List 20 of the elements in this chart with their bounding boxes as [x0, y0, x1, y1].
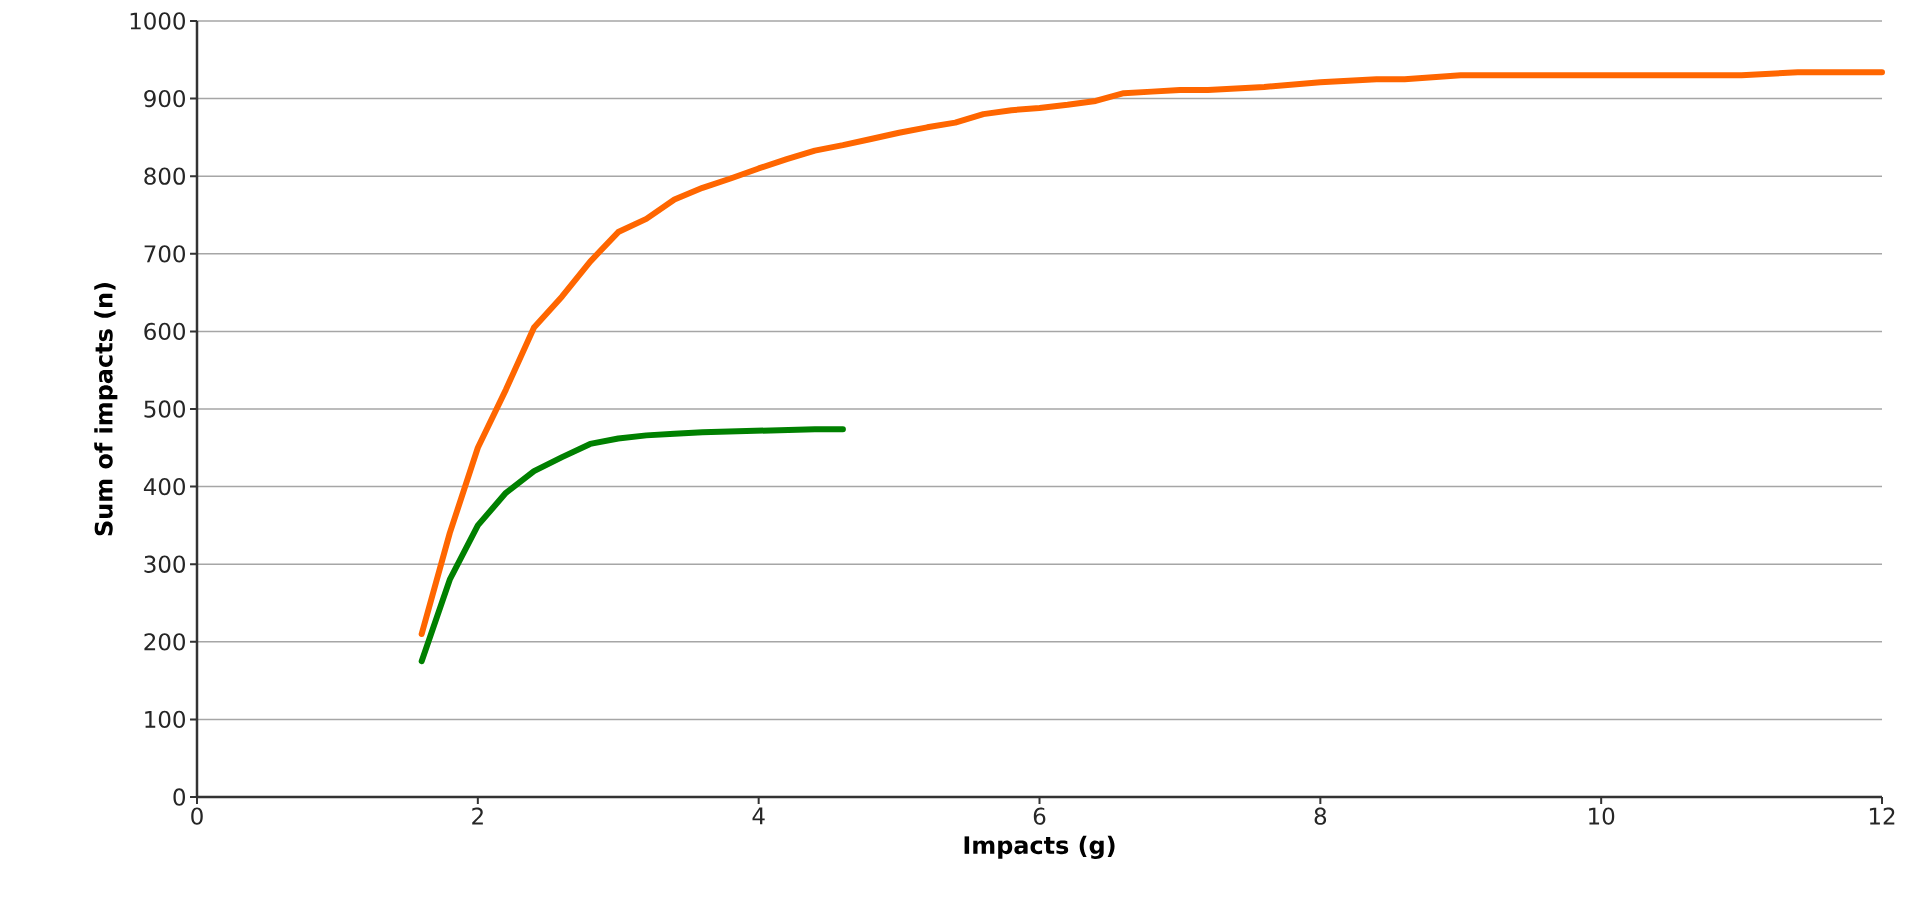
- x-tick-label: 2: [472, 807, 483, 825]
- x-tick-label: 4: [752, 807, 765, 825]
- y-tick-label: 700: [144, 245, 185, 263]
- y-tick-label: 900: [144, 89, 185, 108]
- y-tick-label: 400: [143, 477, 185, 496]
- y-tick-label: 500: [144, 400, 185, 418]
- y-tick-label: 600: [144, 322, 185, 341]
- y-axis-title: Sum of impacts (n): [94, 283, 118, 536]
- y-tick-label: 1000: [130, 12, 185, 30]
- x-tick-label: 10: [1589, 807, 1615, 825]
- x-tick-label: 8: [1314, 807, 1327, 825]
- y-tick-label: 300: [144, 555, 185, 573]
- x-axis-title: Impacts (g): [964, 835, 1115, 859]
- x-tick-label: 6: [1033, 807, 1046, 825]
- x-tick-label: 0: [191, 807, 203, 825]
- y-tick-label: 200: [144, 633, 185, 651]
- y-tick-label: 0: [173, 788, 185, 806]
- y-tick-label: 800: [144, 167, 185, 185]
- x-tick-label: 12: [1869, 807, 1895, 825]
- y-tick-label: 100: [145, 710, 185, 729]
